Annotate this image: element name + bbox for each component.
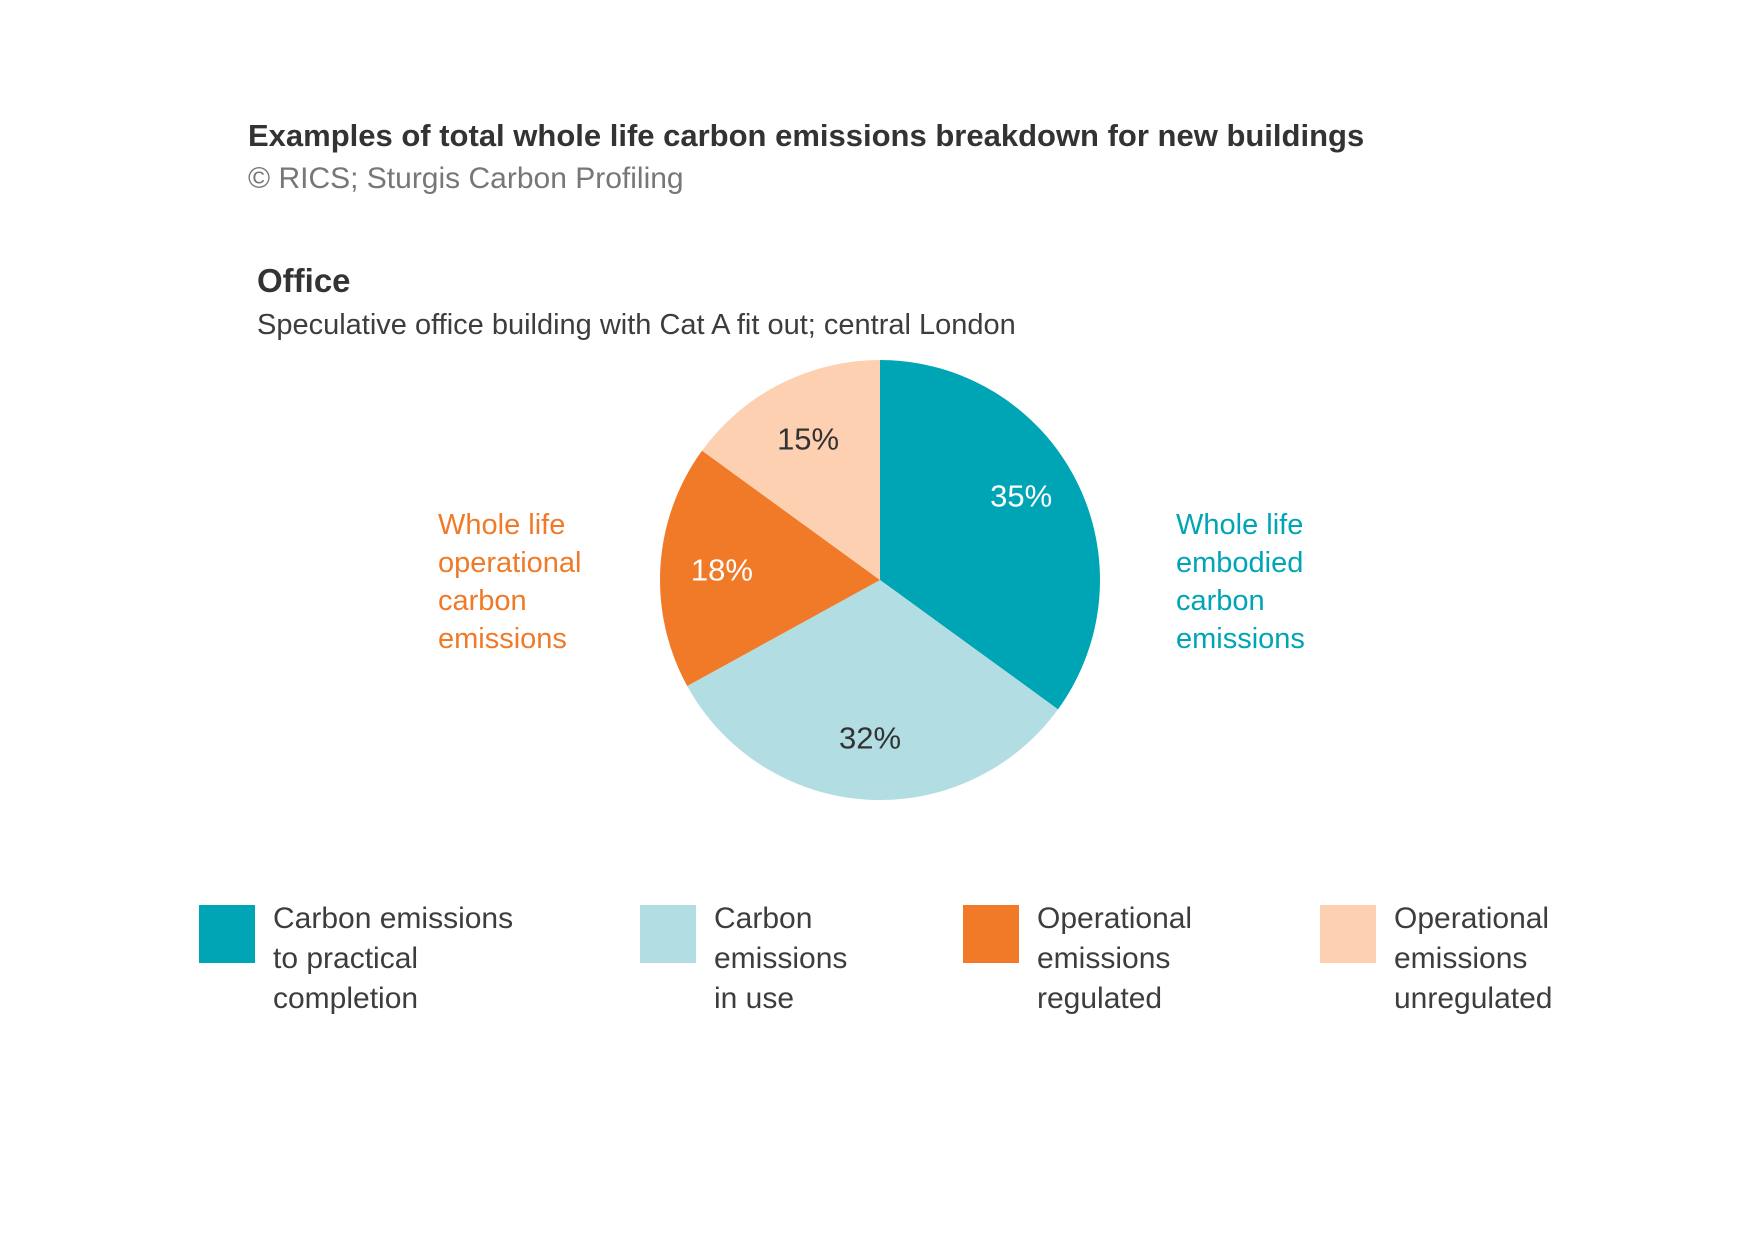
embodied-label-line: carbon [1176,585,1265,617]
chart-title: Examples of total whole life carbon emis… [248,118,1365,153]
legend-swatch [963,905,1019,963]
pie-slice [687,580,1058,800]
panel-title: Office [257,262,351,299]
legend-swatch [1320,905,1376,963]
legend-label: Carbon emissions to practical completion [273,902,514,1015]
operational-label-line: emissions [438,623,567,655]
embodied-group-label: Whole life embodied carbon emissions [1176,506,1305,658]
pie-slice [880,359,1100,710]
slice-value-label: 35% [990,479,1052,514]
legend-label: Carbon emissions in use [714,902,848,1015]
operational-label-line: operational [438,547,582,579]
slice-value-label: 18% [691,553,753,588]
operational-label-line: Whole life [438,509,566,541]
pie-slice [702,360,880,580]
embodied-label-line: embodied [1176,547,1304,579]
legend-swatch [199,905,255,963]
embodied-label-line: Whole life [1176,509,1304,541]
legend-label: Operational emissions regulated [1037,902,1193,1015]
operational-group-label: Whole life operational carbon emissions [438,506,582,658]
legend-swatch [640,905,696,963]
legend-label: Operational emissions unregulated [1394,902,1553,1015]
chart-credit: © RICS; Sturgis Carbon Profiling [248,162,684,195]
operational-label-line: carbon [438,585,527,617]
embodied-label-line: emissions [1176,623,1305,655]
slice-value-label: 15% [777,421,839,456]
pie-slice [660,450,880,686]
slice-value-label: 32% [839,721,901,756]
panel-subtitle: Speculative office building with Cat A f… [257,309,1016,341]
